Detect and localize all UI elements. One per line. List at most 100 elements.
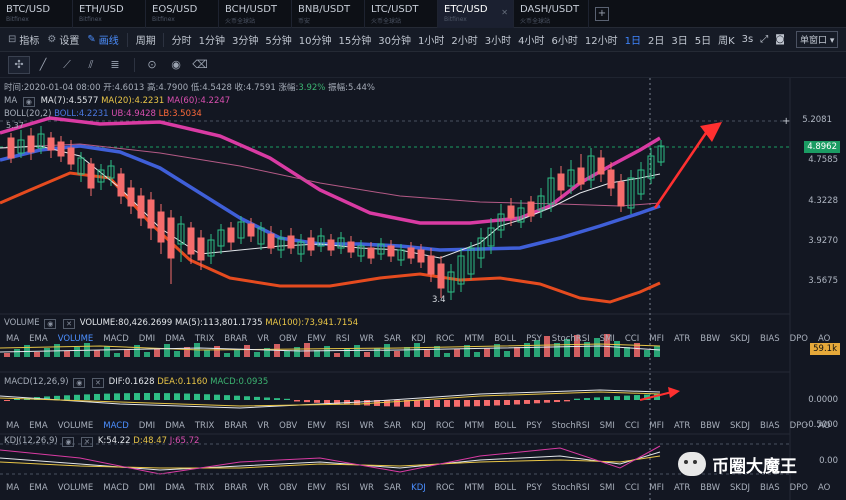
indicator-ma[interactable]: MA [6, 334, 20, 344]
close-icon[interactable]: ✕ [91, 378, 104, 388]
indicator-wr[interactable]: WR [359, 334, 374, 344]
indicator-kdj[interactable]: KDJ [411, 334, 426, 344]
period-5m[interactable]: 5分钟 [265, 36, 292, 47]
period-3d[interactable]: 3日 [671, 36, 688, 47]
period-4h[interactable]: 4小时 [518, 36, 545, 47]
indicator-roc[interactable]: ROC [435, 483, 455, 493]
eye-icon[interactable]: ◉ [171, 58, 181, 71]
indicator-bias[interactable]: BIAS [760, 421, 780, 431]
indicator-psy[interactable]: PSY [526, 334, 542, 344]
indicator-dpo[interactable]: DPO [789, 421, 808, 431]
indicator-bbw[interactable]: BBW [700, 483, 721, 493]
parallel-icon[interactable]: ⫽ [88, 57, 94, 71]
period-6h[interactable]: 6小时 [551, 36, 578, 47]
tab-bch-usdt[interactable]: BCH/USDT 火币全球站 [219, 0, 292, 28]
indicator-brar[interactable]: BRAR [224, 334, 248, 344]
eye-icon[interactable]: ◉ [44, 319, 57, 329]
tab-eth-usd[interactable]: ETH/USD Bitfinex [73, 0, 146, 28]
close-icon[interactable]: ✕ [63, 319, 75, 329]
indicator-dmi[interactable]: DMI [138, 334, 156, 344]
indicator-boll[interactable]: BOLL [494, 334, 517, 344]
refresh-interval[interactable]: 3s [741, 34, 754, 45]
indicator-vr[interactable]: VR [257, 334, 270, 344]
period-30m[interactable]: 30分钟 [378, 36, 411, 47]
tab-dash-usdt[interactable]: DASH/USDT 火币全球站 [514, 0, 589, 28]
indicator-skdj[interactable]: SKDJ [730, 483, 751, 493]
indicator-trix[interactable]: TRIX [194, 334, 215, 344]
candlestick-chart[interactable] [0, 78, 846, 500]
indicator-emv[interactable]: EMV [307, 483, 326, 493]
close-tab-icon[interactable]: ✕ [501, 8, 508, 17]
indicator-ma[interactable]: MA [6, 421, 20, 431]
indicator-smi[interactable]: SMI [599, 483, 615, 493]
period-1h[interactable]: 1小时 [417, 36, 445, 47]
indicator-bias[interactable]: BIAS [760, 483, 780, 493]
close-icon[interactable]: ✕ [81, 437, 94, 447]
indicator-ao[interactable]: AO [817, 334, 831, 344]
indicator-rsi[interactable]: RSI [335, 483, 350, 493]
indicator-trix[interactable]: TRIX [194, 483, 215, 493]
indicator-sar[interactable]: SAR [383, 483, 402, 493]
indicator-mfi[interactable]: MFI [649, 421, 664, 431]
indicator-psy[interactable]: PSY [526, 483, 542, 493]
indicator-macd[interactable]: MACD [103, 483, 129, 493]
indicator-sar[interactable]: SAR [383, 421, 402, 431]
indicator-mfi[interactable]: MFI [649, 334, 664, 344]
period-3h[interactable]: 3小时 [484, 36, 512, 47]
indicator-kdj[interactable]: KDJ [411, 483, 426, 493]
indicator-volume[interactable]: VOLUME [57, 334, 94, 344]
indicator-emv[interactable]: EMV [307, 421, 326, 431]
indicator-smi[interactable]: SMI [599, 421, 615, 431]
indicator-boll[interactable]: BOLL [494, 421, 517, 431]
indicator-volume[interactable]: VOLUME [57, 421, 94, 431]
indicator-wr[interactable]: WR [359, 421, 374, 431]
period-tick[interactable]: 分时 [171, 36, 192, 47]
indicator-bias[interactable]: BIAS [760, 334, 780, 344]
view-mode-select[interactable]: 单窗口 ▾ [795, 31, 839, 48]
ray-icon[interactable]: ⟋ [63, 57, 71, 71]
indicator-skdj[interactable]: SKDJ [730, 421, 751, 431]
eye-icon[interactable]: ◉ [73, 378, 86, 388]
period-2d[interactable]: 2日 [647, 36, 665, 47]
add-tab-button[interactable]: + [595, 7, 609, 21]
indicator-roc[interactable]: ROC [435, 421, 455, 431]
add-price-line-button[interactable]: + [782, 116, 791, 127]
indicator-dma[interactable]: DMA [165, 483, 185, 493]
indicator-cci[interactable]: CCI [624, 421, 640, 431]
indicator-brar[interactable]: BRAR [224, 421, 248, 431]
indicator-stochrsi[interactable]: StochRSI [551, 483, 590, 493]
fib-icon[interactable]: ≣ [110, 58, 120, 71]
fullscreen-icon[interactable]: ⤢ [760, 34, 769, 45]
indicator-obv[interactable]: OBV [279, 334, 298, 344]
indicator-macd[interactable]: MACD [103, 334, 129, 344]
tab-etc-usd[interactable]: ETC/USD Bitfinex ✕ [438, 0, 514, 28]
camera-icon[interactable]: ◙ [775, 34, 785, 45]
indicator-macd[interactable]: MACD [103, 421, 129, 431]
settings-button[interactable]: ⚙ 设置 [47, 32, 79, 47]
trash-icon[interactable]: ⌫ [192, 58, 208, 71]
indicator-rsi[interactable]: RSI [335, 421, 350, 431]
tab-btc-usd[interactable]: BTC/USD Bitfinex [0, 0, 73, 28]
indicator-ao[interactable]: AO [817, 483, 831, 493]
indicator-mtm[interactable]: MTM [464, 483, 485, 493]
indicator-smi[interactable]: SMI [599, 334, 615, 344]
period-2h[interactable]: 2小时 [451, 36, 478, 47]
indicator-dpo[interactable]: DPO [789, 334, 808, 344]
indicator-rsi[interactable]: RSI [335, 334, 350, 344]
indicator-bbw[interactable]: BBW [700, 421, 721, 431]
indicator-ema[interactable]: EMA [29, 334, 48, 344]
indicator-cci[interactable]: CCI [624, 334, 640, 344]
period-1d[interactable]: 1日 [624, 36, 641, 47]
indicator-wr[interactable]: WR [359, 483, 374, 493]
indicator-mtm[interactable]: MTM [464, 421, 485, 431]
indicator-brar[interactable]: BRAR [224, 483, 248, 493]
indicator-boll[interactable]: BOLL [494, 483, 517, 493]
indicator-vr[interactable]: VR [257, 483, 270, 493]
indicator-stochrsi[interactable]: StochRSI [551, 334, 590, 344]
draw-button[interactable]: ✎ 画线 [87, 32, 118, 47]
indicator-bbw[interactable]: BBW [700, 334, 721, 344]
indicator-atr[interactable]: ATR [673, 483, 691, 493]
period-week[interactable]: 周K [718, 36, 735, 47]
period-15m[interactable]: 15分钟 [338, 36, 372, 47]
indicator-dpo[interactable]: DPO [789, 483, 808, 493]
